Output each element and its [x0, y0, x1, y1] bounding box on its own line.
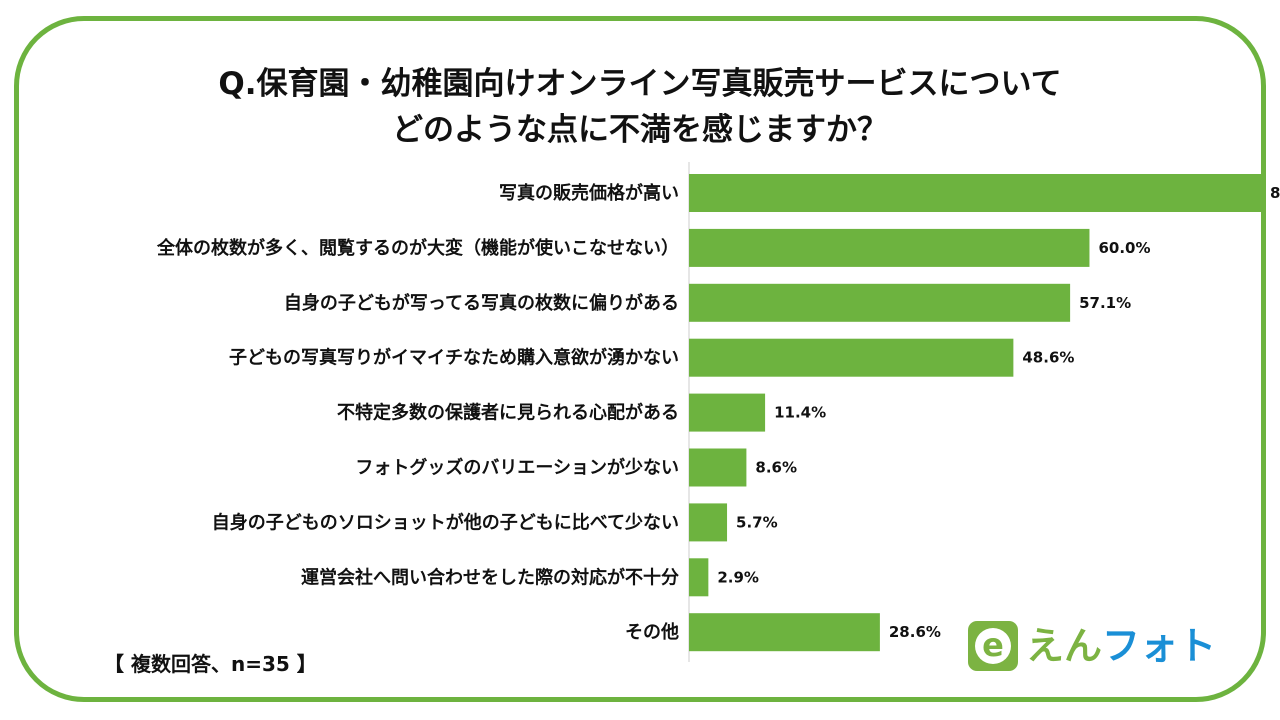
category-label: 運営会社へ問い合わせをした際の対応が不十分 [301, 566, 679, 588]
category-label: その他 [625, 621, 679, 643]
logo-char: ん [1064, 624, 1103, 668]
logo-e-icon: e [968, 621, 1018, 671]
bar [689, 393, 766, 432]
logo-char: フ [1102, 624, 1141, 668]
bar [689, 558, 709, 597]
logo-char: ォ [1140, 624, 1179, 668]
logo-char: え [1026, 624, 1065, 668]
rounded-frame [14, 16, 1266, 702]
value-label: 28.6% [889, 623, 941, 641]
value-label: 11.4% [774, 404, 826, 422]
bar [689, 283, 1071, 322]
bar [689, 338, 1014, 377]
logo-icon-glyph: e [982, 626, 1004, 664]
category-label: フォトグッズのバリエーションが少ない [355, 457, 679, 479]
chart-title-line-1: Q.保育園・幼稚園向けオンライン写真販売サービスについて [218, 66, 1062, 102]
chart-title-line-2: どのような点に不満を感じますか？ [392, 112, 888, 148]
value-label: 2.9% [717, 568, 759, 586]
enphoto-logo: e えんフォト [968, 618, 1216, 678]
bar [689, 613, 880, 652]
bar [689, 503, 728, 542]
logo-char: ト [1178, 624, 1217, 668]
bar [689, 228, 1090, 267]
category-label: 全体の枚数が多く、閲覧するのが大変（機能が使いこなせない） [156, 237, 679, 259]
bar [689, 174, 1261, 212]
logo-wordmark: えんフォト [1026, 622, 1216, 670]
value-label: 85.7% [1270, 184, 1280, 202]
category-label: 写真の販売価格が高い [499, 182, 679, 204]
value-label: 57.1% [1079, 294, 1131, 312]
category-label: 不特定多数の保護者に見られる心配がある [337, 402, 679, 424]
response-note: 【 複数回答、n=35 】 [104, 652, 317, 676]
value-label: 8.6% [755, 459, 797, 477]
bar [689, 448, 747, 487]
value-label: 48.6% [1022, 349, 1074, 367]
category-label: 子どもの写真写りがイマイチなため購入意欲が湧かない [229, 347, 679, 369]
value-label: 60.0% [1098, 239, 1150, 257]
value-label: 5.7% [736, 513, 778, 531]
category-label: 自身の子どもが写ってる写真の枚数に偏りがある [284, 292, 679, 314]
category-label: 自身の子どものソロショットが他の子どもに比べて少ない [212, 511, 679, 533]
